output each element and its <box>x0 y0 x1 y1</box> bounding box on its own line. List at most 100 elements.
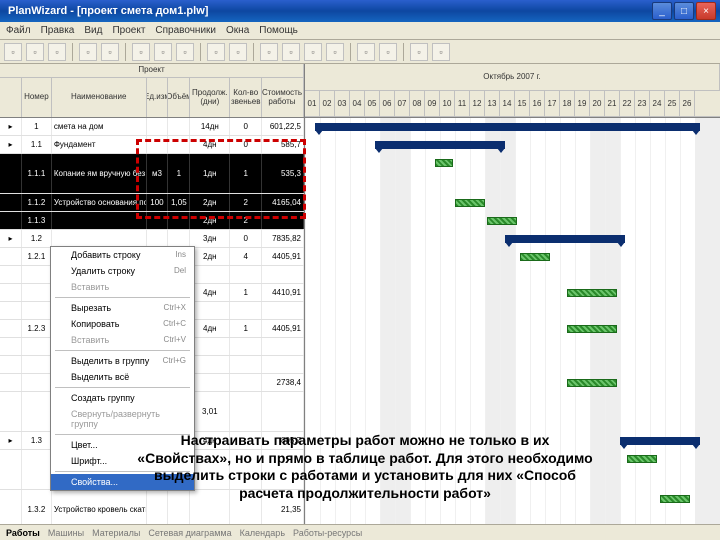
main-area: Проект Номер Наименование Ед.изм Объём П… <box>0 64 720 524</box>
bottom-tab[interactable]: Работы <box>6 528 40 538</box>
gantt-task-bar[interactable] <box>455 199 485 207</box>
menu-Помощь[interactable]: Помощь <box>259 25 298 36</box>
gantt-summary-bar[interactable] <box>505 235 625 243</box>
cell-num: 1 <box>22 118 52 135</box>
maximize-button[interactable]: □ <box>674 2 694 20</box>
cell-ico <box>0 320 22 337</box>
toolbar-paste-icon[interactable]: ▫ <box>176 43 194 61</box>
cell-qty <box>168 136 190 153</box>
timeline-day: 24 <box>650 91 665 117</box>
gantt-task-bar[interactable] <box>567 325 617 333</box>
gantt-task-bar[interactable] <box>660 495 690 503</box>
toolbar-t6-icon[interactable]: ▫ <box>379 43 397 61</box>
toolbar-t5-icon[interactable]: ▫ <box>357 43 375 61</box>
gantt-task-bar[interactable] <box>627 455 657 463</box>
toolbar-t2-icon[interactable]: ▫ <box>282 43 300 61</box>
cell-cnt: 1 <box>230 320 262 337</box>
bottom-tab[interactable]: Сетевая диаграмма <box>148 528 231 538</box>
context-menu-item[interactable]: Создать группу <box>51 390 194 406</box>
close-button[interactable]: × <box>696 2 716 20</box>
hdr-dur[interactable]: Продолж. (дни) <box>190 78 230 117</box>
cell-ico <box>0 392 22 431</box>
cell-name: Устройство основания под фундаменты <box>52 194 147 211</box>
hdr-cst[interactable]: Стоимость работы <box>262 78 304 117</box>
gantt-summary-bar[interactable] <box>315 123 700 131</box>
table-row[interactable]: 1.1.32дн2 <box>0 212 304 230</box>
context-menu-item[interactable]: Выделить всё <box>51 369 194 385</box>
gantt-task-bar[interactable] <box>567 289 617 297</box>
toolbar-separator <box>72 43 73 61</box>
toolbar-cut-icon[interactable]: ▫ <box>132 43 150 61</box>
toolbar-t4-icon[interactable]: ▫ <box>326 43 344 61</box>
menu-Окна[interactable]: Окна <box>226 25 249 36</box>
menu-Вид[interactable]: Вид <box>84 25 102 36</box>
toolbar-t3-icon[interactable]: ▫ <box>304 43 322 61</box>
menu-Правка[interactable]: Правка <box>41 25 75 36</box>
menu-item-shortcut: Ctrl+C <box>163 319 186 329</box>
cell-num <box>22 356 52 373</box>
gantt-summary-bar[interactable] <box>375 141 505 149</box>
cell-dur: 1дн <box>190 154 230 193</box>
timeline-day: 07 <box>395 91 410 117</box>
cell-dur <box>190 374 230 391</box>
cell-cst: 4405,91 <box>262 320 304 337</box>
bottom-tab[interactable]: Календарь <box>240 528 285 538</box>
menu-item-label: Шрифт... <box>71 456 107 466</box>
menu-Проект[interactable]: Проект <box>112 25 145 36</box>
hdr-num[interactable]: Номер <box>22 78 52 117</box>
gantt-summary-bar[interactable] <box>620 437 700 445</box>
menu-item-label: Свернуть/развернуть группу <box>71 409 186 429</box>
toolbar-separator <box>403 43 404 61</box>
timeline-day: 23 <box>635 91 650 117</box>
context-menu-item[interactable]: КопироватьCtrl+C <box>51 316 194 332</box>
toolbar-undo-icon[interactable]: ▫ <box>207 43 225 61</box>
cell-ico <box>0 374 22 391</box>
context-menu-item[interactable]: Добавить строкуIns <box>51 247 194 263</box>
hdr-cnt[interactable]: Кол-во звеньев <box>230 78 262 117</box>
gantt-task-bar[interactable] <box>567 379 617 387</box>
minimize-button[interactable]: _ <box>652 2 672 20</box>
cell-cnt: 0 <box>230 230 262 247</box>
table-row[interactable]: 1.1.1Копание ям вручную без креплений дл… <box>0 154 304 194</box>
toolbar-print-icon[interactable]: ▫ <box>79 43 97 61</box>
gantt-task-bar[interactable] <box>487 217 517 225</box>
timeline-month-row: Октябрь 2007 г. <box>305 64 720 91</box>
cell-num: 1.2.1 <box>22 248 52 265</box>
gantt-task-bar[interactable] <box>435 159 453 167</box>
cell-num: 1.1.1 <box>22 154 52 193</box>
cell-unit <box>147 136 169 153</box>
window-title: PlanWizard - [проект смета дом1.plw] <box>4 5 652 17</box>
table-row[interactable]: 1.1.2Устройство основания под фундаменты… <box>0 194 304 212</box>
menu-Справочники[interactable]: Справочники <box>155 25 216 36</box>
hdr-unit[interactable]: Ед.изм <box>147 78 169 117</box>
toolbar-redo-icon[interactable]: ▫ <box>229 43 247 61</box>
gantt-task-bar[interactable] <box>520 253 550 261</box>
table-row[interactable]: ▸1.1Фундамент4дн0585,7 <box>0 136 304 154</box>
gridline <box>620 118 621 524</box>
timeline-day: 19 <box>575 91 590 117</box>
context-menu-item[interactable]: ВырезатьCtrl+X <box>51 300 194 316</box>
cell-dur: 3,01 <box>190 392 230 431</box>
bottom-tab[interactable]: Материалы <box>92 528 140 538</box>
toolbar-open-icon[interactable]: ▫ <box>26 43 44 61</box>
toolbar-g2-icon[interactable]: ▫ <box>432 43 450 61</box>
table-row[interactable]: ▸1смета на дом14дн0601,22,5 <box>0 118 304 136</box>
context-menu-item[interactable]: Выделить в группуCtrl+G <box>51 353 194 369</box>
toolbar-copy-icon[interactable]: ▫ <box>154 43 172 61</box>
context-menu-item[interactable]: Удалить строкуDel <box>51 263 194 279</box>
toolbar-g1-icon[interactable]: ▫ <box>410 43 428 61</box>
toolbar-preview-icon[interactable]: ▫ <box>101 43 119 61</box>
menu-Файл[interactable]: Файл <box>6 25 31 36</box>
toolbar-t1-icon[interactable]: ▫ <box>260 43 278 61</box>
bottom-tab[interactable]: Машины <box>48 528 84 538</box>
hdr-name[interactable]: Наименование <box>52 78 147 117</box>
bottom-tab[interactable]: Работы-ресурсы <box>293 528 362 538</box>
project-label: Проект <box>0 64 304 77</box>
grid-header: Номер Наименование Ед.изм Объём Продолж.… <box>0 78 304 118</box>
toolbar-save-icon[interactable]: ▫ <box>48 43 66 61</box>
cell-cst: 4165,04 <box>262 194 304 211</box>
toolbar-new-icon[interactable]: ▫ <box>4 43 22 61</box>
hdr-qty[interactable]: Объём <box>168 78 190 117</box>
timeline-day: 05 <box>365 91 380 117</box>
cell-cnt: 4 <box>230 248 262 265</box>
